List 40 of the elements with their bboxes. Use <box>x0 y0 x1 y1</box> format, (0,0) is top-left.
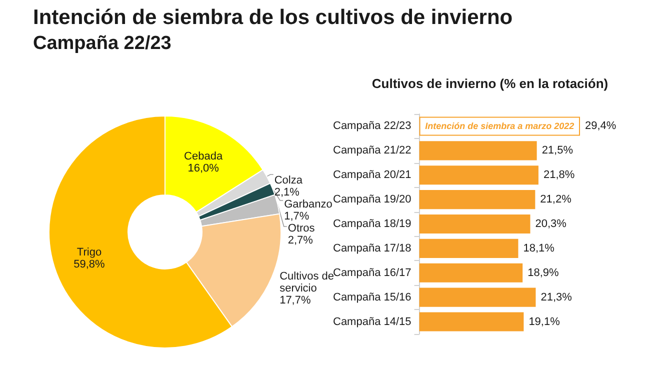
data-label: 21,3% <box>540 291 572 304</box>
y-tick-label: Campaña 18/19 <box>332 218 412 230</box>
chart-title: Intención de siembra de los cultivos de invierno <box>33 6 513 29</box>
data-label: 21,5% <box>542 144 574 157</box>
bar <box>419 190 536 210</box>
slice-label: Trigo <box>76 246 102 258</box>
bar <box>419 166 538 185</box>
data-label: 17,7% <box>280 294 311 306</box>
chart-subtitle: Campaña 22/23 <box>33 33 172 54</box>
slice-label: Otros <box>288 222 316 234</box>
data-label: 2,7% <box>288 234 314 246</box>
bar <box>419 312 524 332</box>
bar <box>419 214 530 234</box>
data-label: 19,1% <box>528 316 560 328</box>
y-tick-label: Campaña 15/16 <box>332 291 412 304</box>
data-label: 16,0% <box>188 162 220 174</box>
data-label: 21,2% <box>540 194 572 206</box>
data-label: 29,4% <box>585 120 616 132</box>
y-tick-label: Campaña 17/18 <box>332 242 412 254</box>
data-label: 20,3% <box>535 218 567 230</box>
bar <box>419 238 518 258</box>
data-label: 2,1% <box>274 186 300 198</box>
y-tick-label: Campaña 22/23 <box>332 120 412 132</box>
y-tick-label: Campaña 14/15 <box>332 316 412 328</box>
slice-label: Garbanzo <box>284 198 332 210</box>
bar <box>419 263 523 282</box>
data-label: 18,9% <box>528 266 560 279</box>
data-label: 18,1% <box>523 242 555 254</box>
slice-label: Colza <box>274 174 304 186</box>
annotation: Intención de siembra a marzo 2022 <box>425 121 574 132</box>
data-label: 1,7% <box>284 210 310 222</box>
bar <box>419 141 537 160</box>
y-tick-label: Campaña 21/22 <box>332 144 412 157</box>
data-label: 21,8% <box>543 169 575 182</box>
data-label: 59,8% <box>74 258 106 270</box>
bar <box>419 288 536 307</box>
y-tick-label: Campaña 20/21 <box>332 169 412 182</box>
chart-title: Cultivos de invierno (% en la rotación) <box>372 76 608 91</box>
slice-label: Cebada <box>184 150 224 162</box>
y-tick-label: Campaña 19/20 <box>332 194 412 206</box>
